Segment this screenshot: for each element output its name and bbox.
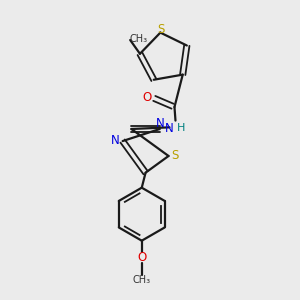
Text: H: H [177,123,185,133]
Text: S: S [171,149,179,162]
Text: N: N [156,117,165,130]
Text: O: O [137,251,146,264]
Text: N: N [165,122,174,135]
Text: N: N [111,134,120,147]
Text: O: O [142,91,152,103]
Text: CH₃: CH₃ [133,275,151,285]
Text: CH₃: CH₃ [129,34,148,44]
Text: S: S [157,22,165,36]
